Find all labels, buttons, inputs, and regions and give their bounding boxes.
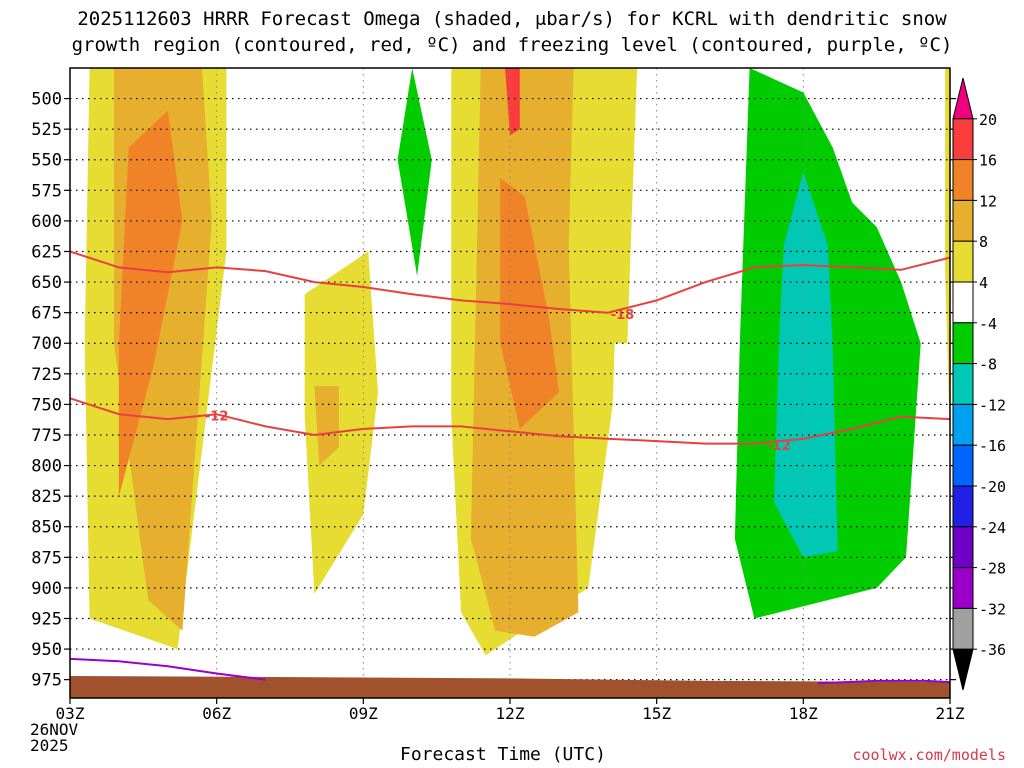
y-tick-label: 850 bbox=[31, 518, 62, 538]
y-tick-label: 575 bbox=[31, 181, 62, 201]
colorbar-label: -20 bbox=[979, 478, 1006, 496]
y-tick-label: 700 bbox=[31, 334, 62, 354]
colorbar-label: -16 bbox=[979, 437, 1006, 455]
colorbar-label: 8 bbox=[979, 233, 988, 251]
title-line-2: growth region (contoured, red, ºC) and f… bbox=[71, 34, 953, 56]
colorbar-segment bbox=[952, 444, 974, 487]
y-tick-label: 550 bbox=[31, 151, 62, 171]
x-tick-label: 09Z bbox=[349, 704, 378, 723]
x-tick-label: 18Z bbox=[789, 704, 818, 723]
y-tick-label: 825 bbox=[31, 487, 62, 507]
freezing-level-line-0 bbox=[69, 657, 266, 681]
contour-label: -18 bbox=[611, 308, 635, 323]
colorbar-segment bbox=[952, 322, 974, 365]
colorbar-label: -32 bbox=[979, 600, 1006, 618]
y-tick-label: 975 bbox=[31, 671, 62, 691]
y-tick-label: 800 bbox=[31, 457, 62, 477]
omega-region-3 bbox=[304, 251, 378, 594]
colorbar-label: 20 bbox=[979, 111, 997, 129]
colorbar-label: -12 bbox=[979, 396, 1006, 414]
omega-region-8 bbox=[500, 178, 559, 429]
colorbar-segment bbox=[952, 159, 974, 201]
y-tick-label: 650 bbox=[31, 273, 62, 293]
x-tick-label: 21Z bbox=[936, 704, 965, 723]
terrain bbox=[70, 676, 950, 698]
y-tick-label: 525 bbox=[31, 120, 62, 140]
colorbar-label: -24 bbox=[979, 519, 1006, 537]
y-tick-label: 950 bbox=[31, 640, 62, 660]
y-tick-label: 925 bbox=[31, 609, 62, 629]
dgz-contour-m18 bbox=[69, 250, 951, 314]
y-tick-label: 875 bbox=[31, 548, 62, 568]
colorbar-segment bbox=[952, 281, 974, 324]
colorbar-label: 12 bbox=[979, 192, 997, 210]
y-tick-label: 500 bbox=[31, 90, 62, 110]
omega-region-9 bbox=[505, 68, 520, 136]
x-date-day: 26NOV bbox=[30, 720, 79, 739]
omega-region-2 bbox=[118, 110, 183, 497]
omega-region-10 bbox=[607, 68, 638, 344]
y-tick-label: 775 bbox=[31, 426, 62, 446]
colorbar-bottom-arrow bbox=[952, 648, 974, 691]
colorbar-segment bbox=[952, 607, 974, 650]
x-tick-label: 15Z bbox=[642, 704, 671, 723]
x-axis-label: Forecast Time (UTC) bbox=[400, 744, 606, 765]
contour-label: -12 bbox=[205, 409, 229, 424]
x-date-year: 2025 bbox=[30, 736, 69, 755]
y-tick-label: 725 bbox=[31, 365, 62, 385]
colorbar-segment bbox=[952, 118, 974, 161]
contour-label: -12 bbox=[767, 439, 791, 454]
chart-title: 2025112603 HRRR Forecast Omega (shaded, … bbox=[0, 6, 1024, 58]
colorbar-segment bbox=[952, 363, 974, 405]
x-tick-label: 03Z bbox=[56, 704, 85, 723]
x-tick-label: 12Z bbox=[496, 704, 525, 723]
dgz-contour-m12 bbox=[69, 397, 951, 445]
omega-region-12 bbox=[774, 172, 838, 558]
colorbar-segment bbox=[952, 567, 974, 609]
y-tick-label: 900 bbox=[31, 579, 62, 599]
colorbar-label: 16 bbox=[979, 152, 997, 170]
colorbar-segment bbox=[952, 485, 974, 528]
colorbar-segment bbox=[952, 199, 974, 242]
y-tick-label: 675 bbox=[31, 304, 62, 324]
omega-region-4 bbox=[314, 386, 339, 466]
y-tick-label: 600 bbox=[31, 212, 62, 232]
x-tick-label: 06Z bbox=[202, 704, 231, 723]
colorbar-label: -8 bbox=[979, 356, 997, 374]
omega-region-13 bbox=[945, 68, 950, 442]
colorbar-label: 4 bbox=[979, 274, 988, 292]
colorbar-label: -36 bbox=[979, 641, 1006, 659]
y-tick-label: 625 bbox=[31, 242, 62, 262]
title-line-1: 2025112603 HRRR Forecast Omega (shaded, … bbox=[77, 8, 947, 30]
y-tick-label: 750 bbox=[31, 395, 62, 415]
omega-region-5 bbox=[397, 68, 432, 276]
credit-link[interactable]: coolwx.com/models bbox=[852, 746, 1006, 764]
colorbar-label: -4 bbox=[979, 315, 997, 333]
colorbar-segment bbox=[952, 403, 974, 446]
freezing-level-line-1 bbox=[817, 679, 951, 685]
colorbar-segment bbox=[952, 526, 974, 569]
colorbar-label: -28 bbox=[979, 560, 1006, 578]
colorbar-segment bbox=[952, 240, 974, 283]
